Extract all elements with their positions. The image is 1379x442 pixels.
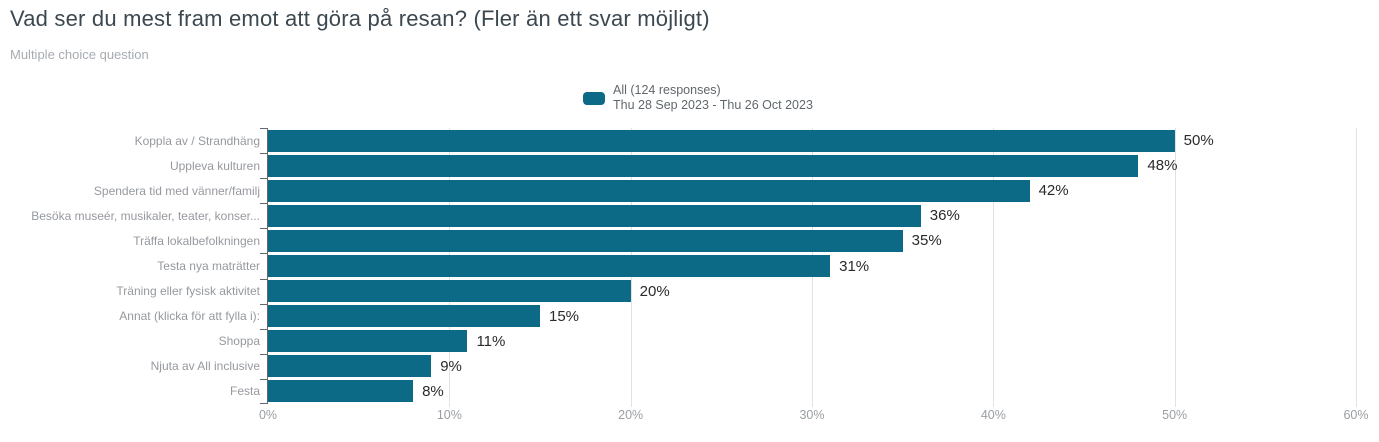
bar-value-label: 35% — [911, 232, 942, 250]
category-label: Njuta av All inclusive — [150, 359, 260, 374]
category-label: Testa nya maträtter — [157, 258, 260, 273]
bar[interactable] — [268, 305, 540, 328]
bar[interactable] — [268, 380, 414, 403]
page-title: Vad ser du mest fram emot att göra på re… — [10, 6, 710, 31]
category-axis-tick — [260, 303, 268, 305]
bar-value-label: 42% — [1038, 182, 1069, 200]
category-axis-tick — [260, 378, 268, 380]
legend-series-label: All (124 responses) — [613, 83, 721, 97]
bar-row: 8% — [268, 380, 1356, 403]
bar-value-label: 31% — [839, 257, 870, 275]
category-label: Träffa lokalbefolkningen — [133, 233, 260, 248]
bar-row: 50% — [268, 129, 1356, 152]
bar[interactable] — [268, 280, 631, 303]
bar-value-label: 9% — [440, 357, 462, 375]
bar[interactable] — [268, 204, 921, 227]
bar-value-label: 8% — [422, 382, 444, 400]
category-axis-tick — [260, 128, 268, 129]
category-label: Festa — [229, 384, 260, 399]
category-axis-tick — [260, 203, 268, 205]
bar[interactable] — [268, 330, 468, 353]
legend-swatch-icon — [583, 91, 605, 105]
bar[interactable] — [268, 179, 1030, 202]
category-axis-tick — [260, 253, 268, 255]
bar-value-label: 48% — [1147, 157, 1178, 175]
x-tick-label: 40% — [980, 408, 1006, 422]
x-tick-label: 10% — [436, 408, 462, 422]
bar-chart-plot-area: 50% 48% 42% 36% 35% 31% 20% 15% 11% 9% 8% — [260, 128, 1357, 407]
x-tick-label: 60% — [1343, 408, 1369, 422]
bar-value-label: 11% — [476, 332, 506, 350]
page-subtitle: Multiple choice question — [10, 47, 149, 62]
category-label: Uppleva kulturen — [169, 158, 260, 173]
category-axis-labels: Koppla av / Strandhäng Uppleva kulturen Sp… — [0, 128, 260, 404]
bar[interactable] — [268, 129, 1175, 152]
bar-row: 31% — [268, 255, 1356, 277]
x-tick-label: 20% — [618, 408, 644, 422]
category-label: Besöka museér, musikaler, teater, konser… — [31, 208, 260, 223]
bar-row: 42% — [268, 179, 1356, 202]
category-axis-tick — [260, 353, 268, 355]
gridline — [1174, 128, 1176, 407]
bar-row: 15% — [268, 305, 1356, 328]
bar-value-label: 20% — [639, 282, 670, 300]
legend-text: All (124 responses) Thu 28 Sep 2023 - Th… — [613, 83, 813, 113]
category-label: Spendera tid med vänner/familj — [93, 183, 260, 198]
bar[interactable] — [268, 355, 432, 378]
category-axis-line — [267, 128, 268, 404]
category-label: Annat (klicka för att fylla i): — [119, 309, 260, 324]
category-label: Shoppa — [218, 334, 260, 349]
category-axis-tick — [260, 328, 268, 330]
bar-row: 48% — [268, 154, 1356, 177]
bar-row: 20% — [268, 280, 1356, 303]
bar-row: 36% — [268, 204, 1356, 227]
legend-item[interactable]: All (124 responses) Thu 28 Sep 2023 - Th… — [583, 83, 813, 113]
x-tick-label: 0% — [258, 408, 278, 422]
bar-value-label: 36% — [929, 207, 960, 225]
category-axis-tick — [260, 178, 268, 180]
bar-row: 11% — [268, 330, 1356, 353]
category-axis-tick — [260, 278, 268, 280]
bar-value-label: 50% — [1183, 132, 1214, 150]
bar-row: 35% — [268, 229, 1356, 252]
value-axis-labels: 0% 10% 20% 30% 40% 50% 60% — [259, 408, 1369, 426]
bar[interactable] — [268, 154, 1139, 177]
gridline — [1356, 128, 1357, 407]
category-axis-tick — [260, 228, 268, 230]
bar-row: 9% — [268, 355, 1356, 378]
bar[interactable] — [268, 255, 831, 277]
category-label: Träning eller fysisk aktivitet — [116, 284, 260, 299]
legend-date-range: Thu 28 Sep 2023 - Thu 26 Oct 2023 — [613, 98, 813, 112]
x-tick-label: 50% — [1162, 408, 1188, 422]
bar[interactable] — [268, 229, 903, 252]
category-label: Koppla av / Strandhäng — [134, 133, 260, 148]
category-axis-tick — [260, 403, 268, 404]
category-axis-tick — [260, 153, 268, 155]
gridline — [993, 128, 995, 407]
x-tick-label: 30% — [799, 408, 825, 422]
bar-value-label: 15% — [549, 307, 580, 325]
